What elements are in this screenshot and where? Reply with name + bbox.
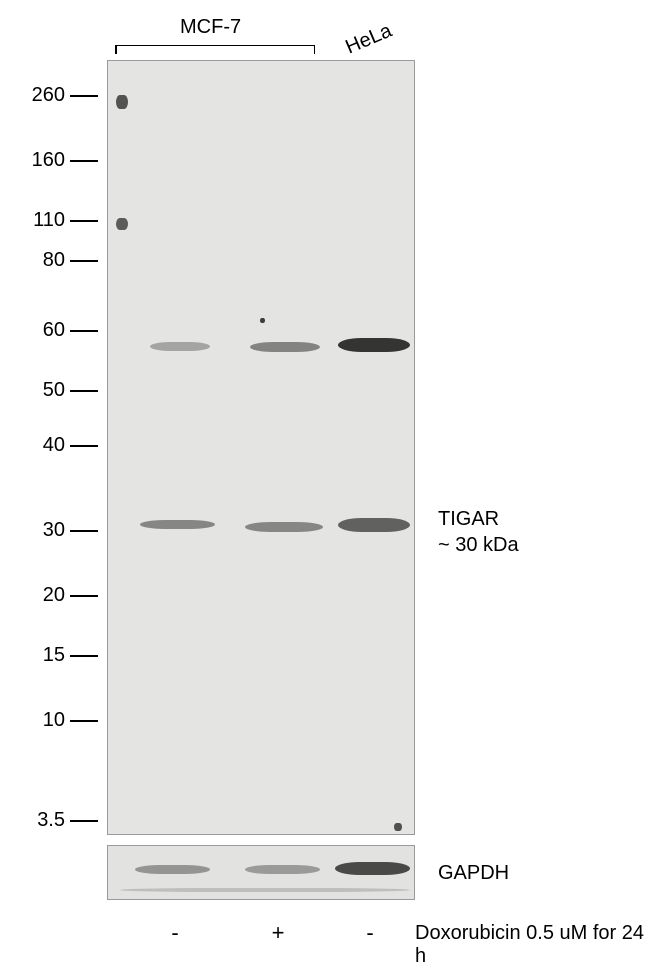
tigar-annotation: TIGAR ~ 30 kDa [438, 506, 519, 558]
blot-band [338, 518, 410, 532]
mw-tick [70, 160, 98, 162]
blot-band [116, 95, 128, 109]
mw-label: 15 [20, 644, 65, 667]
mw-tick [70, 530, 98, 532]
mw-tick [70, 390, 98, 392]
gapdh-band [245, 865, 320, 874]
treatment-lane-3: - [355, 920, 385, 946]
mcf7-bracket [115, 45, 315, 46]
mw-tick [70, 95, 98, 97]
tigar-name: TIGAR [438, 508, 499, 530]
blot-band [116, 218, 128, 230]
mw-label: 3.5 [20, 809, 65, 832]
blot-band [245, 522, 323, 532]
gapdh-annotation: GAPDH [438, 860, 509, 886]
blot-band [150, 342, 210, 351]
mw-label: 110 [20, 209, 65, 232]
mw-label: 80 [20, 249, 65, 272]
gapdh-band [335, 862, 410, 875]
tigar-size: ~ 30 kDa [438, 534, 519, 556]
mw-label: 20 [20, 584, 65, 607]
mw-tick [70, 220, 98, 222]
mw-label: 10 [20, 709, 65, 732]
gapdh-band [135, 865, 210, 874]
mw-tick [70, 260, 98, 262]
mw-label: 30 [20, 519, 65, 542]
mw-tick [70, 720, 98, 722]
gapdh-band [120, 888, 410, 892]
main-blot-membrane [107, 60, 415, 835]
blot-band [338, 338, 410, 352]
blot-band [250, 342, 320, 352]
figure-container: MCF-7 HeLa 26016011080605040302015103.5 … [0, 0, 650, 962]
treatment-lane-1: - [160, 920, 190, 946]
mw-label: 50 [20, 379, 65, 402]
mw-tick [70, 595, 98, 597]
blot-band [394, 823, 402, 831]
mw-tick [70, 655, 98, 657]
mw-label: 40 [20, 434, 65, 457]
mw-label: 260 [20, 84, 65, 107]
hela-label: HeLa [342, 20, 395, 60]
mw-tick [70, 820, 98, 822]
mw-label: 60 [20, 319, 65, 342]
blot-band [260, 318, 265, 323]
mcf7-label: MCF-7 [180, 16, 241, 39]
treatment-label: Doxorubicin 0.5 uM for 24 h [415, 922, 650, 968]
treatment-lane-2: + [263, 920, 293, 946]
mw-tick [70, 330, 98, 332]
blot-band [140, 520, 215, 529]
mw-label: 160 [20, 149, 65, 172]
mw-tick [70, 445, 98, 447]
